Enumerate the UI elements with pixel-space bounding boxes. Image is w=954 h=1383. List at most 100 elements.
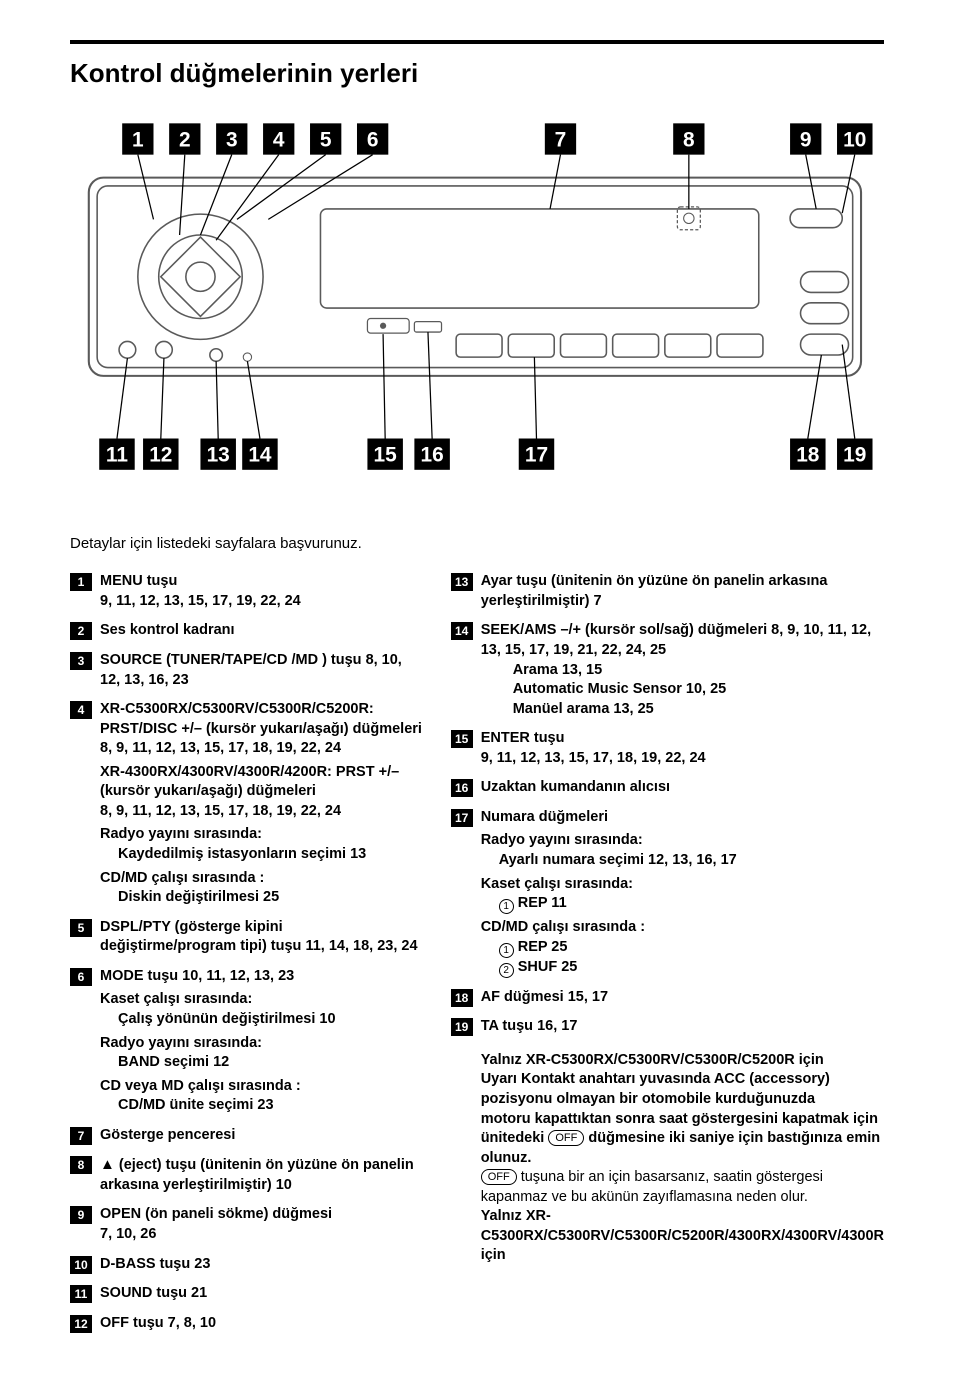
item-8-title: (eject) tuşu (ünitenin ön yüzüne ön pane… — [100, 1157, 414, 1193]
item-9-pages: 7, 10, 26 — [100, 1226, 156, 1242]
num-15: 15 — [451, 730, 473, 748]
item-17-s2r: REP 11 — [518, 895, 567, 911]
item-8-pages: 10 — [276, 1177, 292, 1193]
svg-text:5: 5 — [320, 128, 332, 151]
item-5-pages: 11, 14, 18, 23, 24 — [305, 938, 417, 954]
item-1-pages: 9, 11, 12, 13, 15, 17, 19, 22, 24 — [100, 593, 301, 609]
intro-text: Detaylar için listedeki sayfalara başvur… — [70, 534, 884, 554]
item-14-title: SEEK/AMS –/+ (kursör sol/sağ) düğmeleri — [481, 622, 767, 638]
item-13-title: Ayar tuşu (ünitenin ön yüzüne ön panelin… — [481, 573, 828, 609]
item-12: 12 OFF tuşu 7, 8, 10 — [70, 1314, 423, 1334]
item-17-s2: Kaset çalışı sırasında: — [481, 876, 633, 892]
item-9: 9 OPEN (ön paneli sökme) düğmesi 7, 10, 2… — [70, 1205, 423, 1244]
item-15: 15 ENTER tuşu9, 11, 12, 13, 15, 17, 18, … — [451, 729, 884, 768]
num-4: 4 — [70, 701, 92, 719]
svg-text:8: 8 — [683, 128, 695, 151]
off-oval-icon: OFF — [548, 1130, 584, 1146]
svg-text:15: 15 — [374, 444, 398, 467]
num-5: 5 — [70, 919, 92, 937]
num-13: 13 — [451, 573, 473, 591]
svg-text:16: 16 — [421, 444, 444, 467]
num-11: 11 — [70, 1285, 92, 1303]
item-14-s3: Manüel arama 13, 25 — [513, 701, 654, 717]
item-6-s1: Kaset çalışı sırasında: — [100, 991, 252, 1007]
item-9-title: OPEN (ön paneli sökme) düğmesi — [100, 1206, 332, 1222]
item-15-pages: 9, 11, 12, 13, 15, 17, 18, 19, 22, 24 — [481, 750, 706, 766]
svg-text:19: 19 — [843, 444, 866, 467]
item-13: 13 Ayar tuşu (ünitenin ön yüzüne ön pane… — [451, 572, 884, 611]
circle-1-icon: 1 — [499, 899, 514, 914]
item-19-pages: 16, 17 — [537, 1018, 577, 1034]
item-16: 16 Uzaktan kumandanın alıcısı — [451, 778, 884, 798]
item-4-radio-h: Radyo yayını sırasında: — [100, 826, 262, 842]
item-18-title: AF düğmesi — [481, 989, 564, 1005]
columns: 1 MENU tuşu 9, 11, 12, 13, 15, 17, 19, 2… — [70, 572, 884, 1343]
num-8: 8 — [70, 1156, 92, 1174]
num-3: 3 — [70, 652, 92, 670]
item-17-s3r: REP 25 — [518, 939, 568, 955]
right-column: 13 Ayar tuşu (ünitenin ön yüzüne ön pane… — [451, 572, 884, 1343]
item-17-s1: Radyo yayını sırasında: — [481, 832, 643, 848]
item-4-cdmd-s: Diskin değiştirilmesi 25 — [118, 889, 279, 905]
circle-1b-icon: 1 — [499, 943, 514, 958]
num-1: 1 — [70, 573, 92, 591]
num-9: 9 — [70, 1206, 92, 1224]
top-rule — [70, 40, 884, 44]
item-17-s3s: SHUF 25 — [518, 959, 578, 975]
svg-text:2: 2 — [179, 128, 191, 151]
svg-text:17: 17 — [525, 444, 548, 467]
svg-text:9: 9 — [800, 128, 812, 151]
eject-icon: ▲ — [100, 1156, 115, 1173]
warning-block: Yalnız XR-C5300RX/C5300RV/C5300R/C5200R … — [481, 1051, 884, 1266]
item-7: 7 Gösterge penceresi — [70, 1126, 423, 1146]
num-7: 7 — [70, 1127, 92, 1145]
item-16-title: Uzaktan kumandanın alıcısı — [481, 779, 670, 795]
item-7-title: Gösterge penceresi — [100, 1127, 235, 1143]
page-title: Kontrol düğmelerinin yerleri — [70, 56, 884, 91]
warning-b1: Uyarı Kontakt anahtarı yuvasında ACC (ac… — [481, 1071, 830, 1107]
item-3: 3 SOURCE (TUNER/TAPE/CD /MD ) tuşu 8, 10… — [70, 651, 423, 690]
warning-h2: Yalnız XR-C5300RX/C5300RV/C5300R/C5200R/… — [481, 1208, 884, 1263]
num-6: 6 — [70, 968, 92, 986]
svg-text:6: 6 — [367, 128, 379, 151]
item-8: 8 ▲ (eject) tuşu (ünitenin ön yüzüne ön … — [70, 1155, 423, 1195]
item-6-s3s: CD/MD ünite seçimi 23 — [118, 1097, 274, 1113]
item-14: 14 SEEK/AMS –/+ (kursör sol/sağ) düğmele… — [451, 621, 884, 719]
item-19: 19 TA tuşu 16, 17 — [451, 1017, 884, 1037]
item-18: 18 AF düğmesi 15, 17 — [451, 988, 884, 1008]
item-4-title-b: XR-4300RX/4300RV/4300R/4200R: PRST +/– (… — [100, 764, 399, 800]
item-2-title: Ses kontrol kadranı — [100, 622, 235, 638]
num-16: 16 — [451, 779, 473, 797]
item-4-pages-a: 8, 9, 11, 12, 13, 15, 17, 18, 19, 22, 24 — [100, 740, 341, 756]
left-column: 1 MENU tuşu 9, 11, 12, 13, 15, 17, 19, 2… — [70, 572, 423, 1343]
item-12-title: OFF tuşu — [100, 1315, 168, 1331]
item-11-title: SOUND tuşu — [100, 1285, 187, 1301]
item-17-s1s: Ayarlı numara seçimi 12, 13, 16, 17 — [499, 852, 737, 868]
item-6-s2: Radyo yayını sırasında: — [100, 1035, 262, 1051]
item-17-title: Numara düğmeleri — [481, 809, 608, 825]
svg-text:13: 13 — [207, 444, 230, 467]
num-17: 17 — [451, 809, 473, 827]
item-6-s3: CD veya MD çalışı sırasında : — [100, 1078, 301, 1094]
num-2: 2 — [70, 622, 92, 640]
svg-text:1: 1 — [132, 128, 144, 151]
svg-text:4: 4 — [273, 128, 285, 151]
item-4-cdmd-h: CD/MD çalışı sırasında : — [100, 870, 264, 886]
item-2: 2 Ses kontrol kadranı — [70, 621, 423, 641]
svg-text:7: 7 — [555, 128, 567, 151]
item-6-s2s: BAND seçimi 12 — [118, 1054, 229, 1070]
svg-text:18: 18 — [796, 444, 819, 467]
item-3-title: SOURCE (TUNER/TAPE/CD /MD ) tuşu — [100, 652, 362, 668]
item-5-title: DSPL/PTY (gösterge kipini değiştirme/pro… — [100, 919, 301, 955]
item-17-s3: CD/MD çalışı sırasında : — [481, 919, 645, 935]
item-13-pages: 7 — [594, 593, 602, 609]
svg-text:12: 12 — [149, 444, 172, 467]
warning-n1: tuşuna bir an için basarsanız, saatin gö… — [481, 1169, 823, 1205]
num-14: 14 — [451, 622, 473, 640]
off-oval2-icon: OFF — [481, 1169, 517, 1185]
num-10: 10 — [70, 1256, 92, 1274]
item-12-pages: 7, 8, 10 — [168, 1315, 216, 1331]
item-4-title-a: XR-C5300RX/C5300RV/C5300R/C5200R: PRST/D… — [100, 701, 422, 737]
svg-text:10: 10 — [843, 128, 866, 151]
item-6: 6 MODE tuşu 10, 11, 12, 13, 23 Kaset çal… — [70, 967, 423, 1116]
